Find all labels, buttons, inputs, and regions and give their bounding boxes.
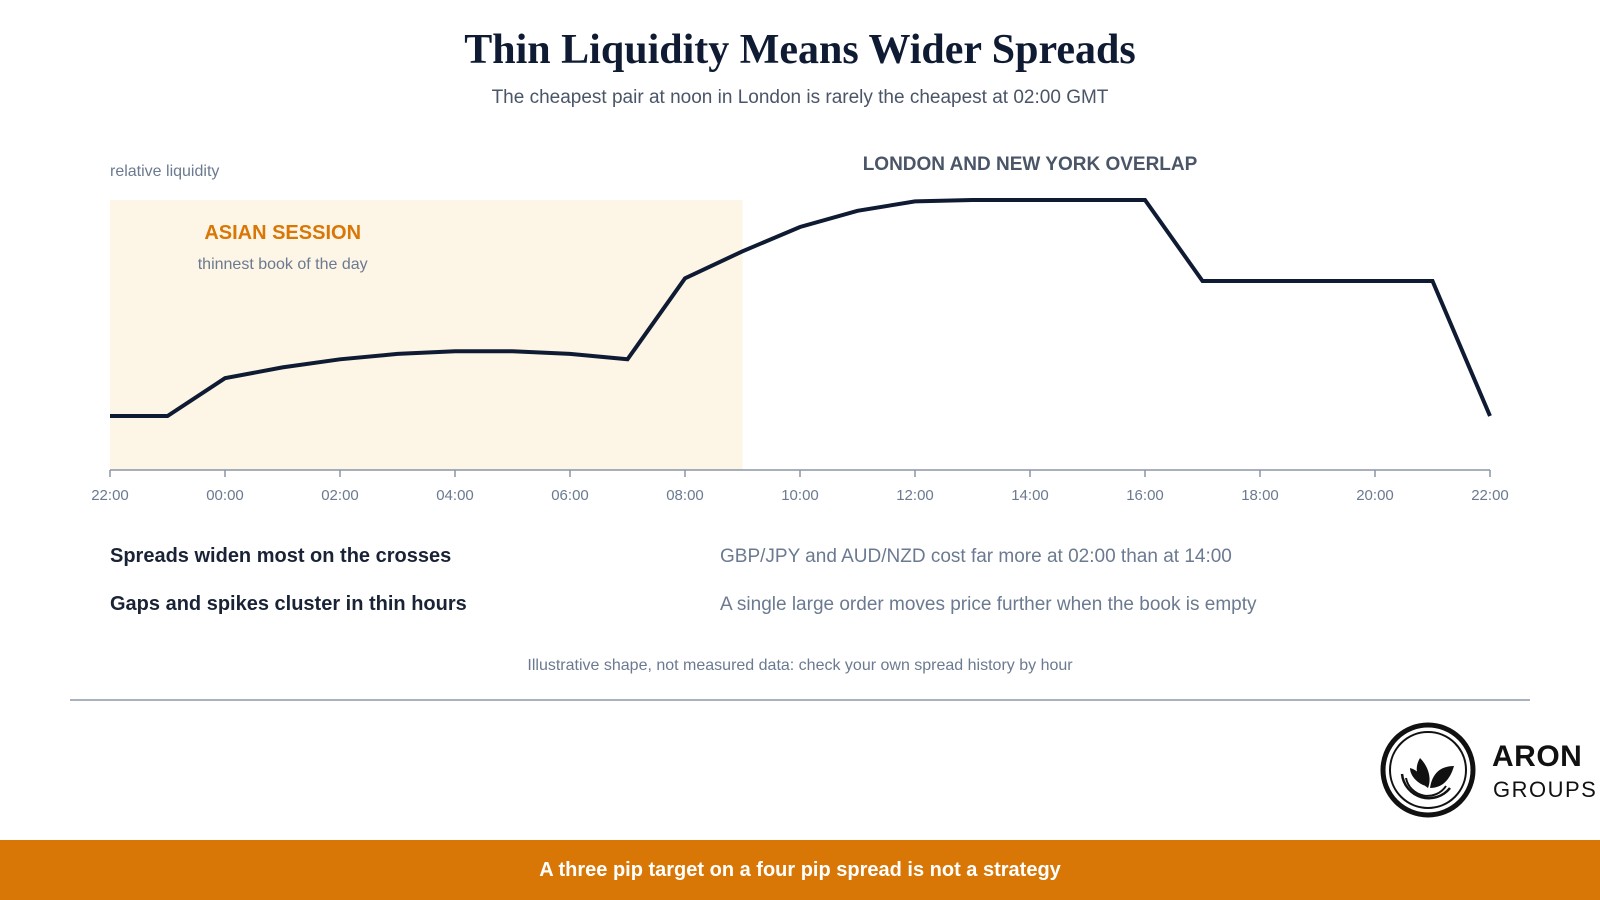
asian-session-sublabel: thinnest book of the day <box>198 256 368 273</box>
x-tick-label: 22:00 <box>91 487 129 504</box>
x-tick-label: 18:00 <box>1241 487 1279 504</box>
key-point-row: Gaps and spikes cluster in thin hours A … <box>110 593 1490 641</box>
x-tick-label: 10:00 <box>781 487 819 504</box>
liquidity-chart: relative liquidity ASIAN SESSION thinnes… <box>91 154 1509 504</box>
key-point-row: Spreads widen most on the crosses GBP/JP… <box>110 545 1490 593</box>
asian-session-label: ASIAN SESSION <box>204 222 361 244</box>
x-tick-label: 12:00 <box>896 487 934 504</box>
asian-session-band <box>110 200 743 470</box>
key-point-label: Gaps and spikes cluster in thin hours <box>110 593 467 615</box>
x-tick-label: 00:00 <box>206 487 244 504</box>
x-tick-label: 08:00 <box>666 487 704 504</box>
leaf-logo-icon <box>1380 722 1476 818</box>
brand-logo: ARON GROUPS <box>1380 722 1596 818</box>
x-tick-label: 16:00 <box>1126 487 1164 504</box>
divider <box>70 699 1530 701</box>
page-title: Thin Liquidity Means Wider Spreads <box>464 27 1136 73</box>
x-tick-label: 04:00 <box>436 487 474 504</box>
logo-subword: GROUPS <box>1493 777 1598 802</box>
x-tick-label: 20:00 <box>1356 487 1394 504</box>
x-tick-label: 06:00 <box>551 487 589 504</box>
overlap-annotation: LONDON AND NEW YORK OVERLAP <box>863 154 1198 175</box>
key-point-text: A single large order moves price further… <box>720 594 1257 615</box>
page-subtitle: The cheapest pair at noon in London is r… <box>491 87 1109 108</box>
x-tick-label: 14:00 <box>1011 487 1049 504</box>
key-points: Spreads widen most on the crosses GBP/JP… <box>110 545 1490 641</box>
liquidity-line <box>110 198 1492 418</box>
y-axis-label: relative liquidity <box>110 163 219 180</box>
footer-banner: A three pip target on a four pip spread … <box>0 840 1600 900</box>
key-point-label: Spreads widen most on the crosses <box>110 545 452 567</box>
logo-wordmark: ARON <box>1492 740 1583 773</box>
disclaimer-note: Illustrative shape, not measured data: c… <box>527 657 1073 674</box>
x-tick-label: 22:00 <box>1471 487 1509 504</box>
key-point-text: GBP/JPY and AUD/NZD cost far more at 02:… <box>720 546 1232 567</box>
x-tick-label: 02:00 <box>321 487 359 504</box>
